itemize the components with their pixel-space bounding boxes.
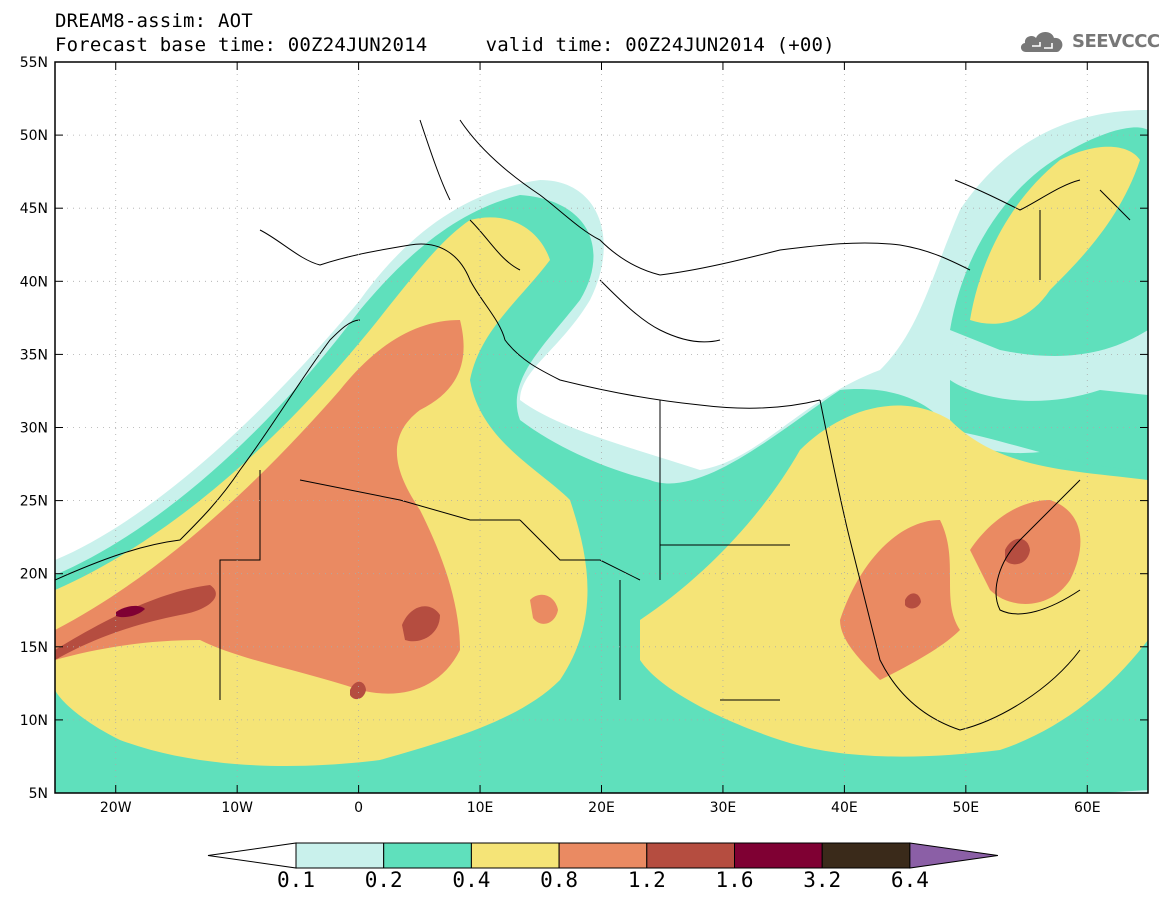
colorbar-swatch <box>470 842 560 869</box>
cloud-icon <box>1020 32 1063 52</box>
lon-tick-label: 0 <box>354 800 363 816</box>
colorbar-label: 0.1 <box>277 868 315 892</box>
colorbar-label: 1.2 <box>627 868 666 892</box>
colorbar-label: 3.2 <box>803 868 842 892</box>
colorbar <box>207 842 998 869</box>
gridlines <box>55 62 1148 793</box>
map-title: DREAM8-assim: AOT <box>55 10 253 32</box>
colorbar-over-arrow <box>909 842 998 869</box>
colorbar-label: 0.4 <box>452 868 491 892</box>
lat-tick-label: 15N <box>20 640 48 656</box>
colorbar-label: 1.6 <box>715 868 754 892</box>
colorbar-swatch <box>383 842 472 869</box>
lat-tick-label: 30N <box>20 421 48 437</box>
colorbar-label: 6.4 <box>890 868 929 892</box>
logo-text: SEEVCCC <box>1072 30 1160 52</box>
lat-tick-label: 20N <box>20 567 48 583</box>
coastlines <box>55 119 1131 731</box>
lat-tick-label: 55N <box>20 55 48 71</box>
lon-tick-label: 20W <box>100 800 132 816</box>
lon-tick-label: 40E <box>831 800 858 816</box>
lon-tick-label: 50E <box>952 800 979 816</box>
forecast-time-line: Forecast base time: 00Z24JUN2014 valid t… <box>55 34 835 56</box>
lat-tick-label: 25N <box>20 494 48 510</box>
lat-tick-label: 5N <box>29 786 48 802</box>
lon-tick-label: 30E <box>710 800 737 816</box>
colorbar-swatch <box>821 842 911 869</box>
colorbar-under-arrow <box>207 842 297 869</box>
colorbar-swatch <box>646 842 735 869</box>
seevccc-logo: SEEVCCC <box>1018 26 1160 56</box>
lat-tick-label: 35N <box>20 347 48 363</box>
colorbar-swatch <box>734 842 823 869</box>
lon-tick-label: 10E <box>467 800 494 816</box>
lon-tick-label: 10W <box>221 800 253 816</box>
lat-tick-label: 45N <box>20 201 48 217</box>
axis-ticks: 20W 10W 0 10E 20E 30E 40E 50E 60E 55N 50N 45N 40N 35N… <box>20 55 1148 816</box>
colorbar-label: 0.2 <box>364 868 403 892</box>
colorbar-label: 0.8 <box>540 868 579 892</box>
lat-tick-label: 40N <box>20 274 48 290</box>
lon-tick-label: 60E <box>1074 800 1101 816</box>
lat-tick-label: 50N <box>20 128 48 144</box>
colorbar-swatch <box>295 842 385 869</box>
lat-tick-label: 10N <box>20 713 48 729</box>
lon-tick-label: 20E <box>588 800 615 816</box>
colorbar-swatch <box>558 842 648 869</box>
